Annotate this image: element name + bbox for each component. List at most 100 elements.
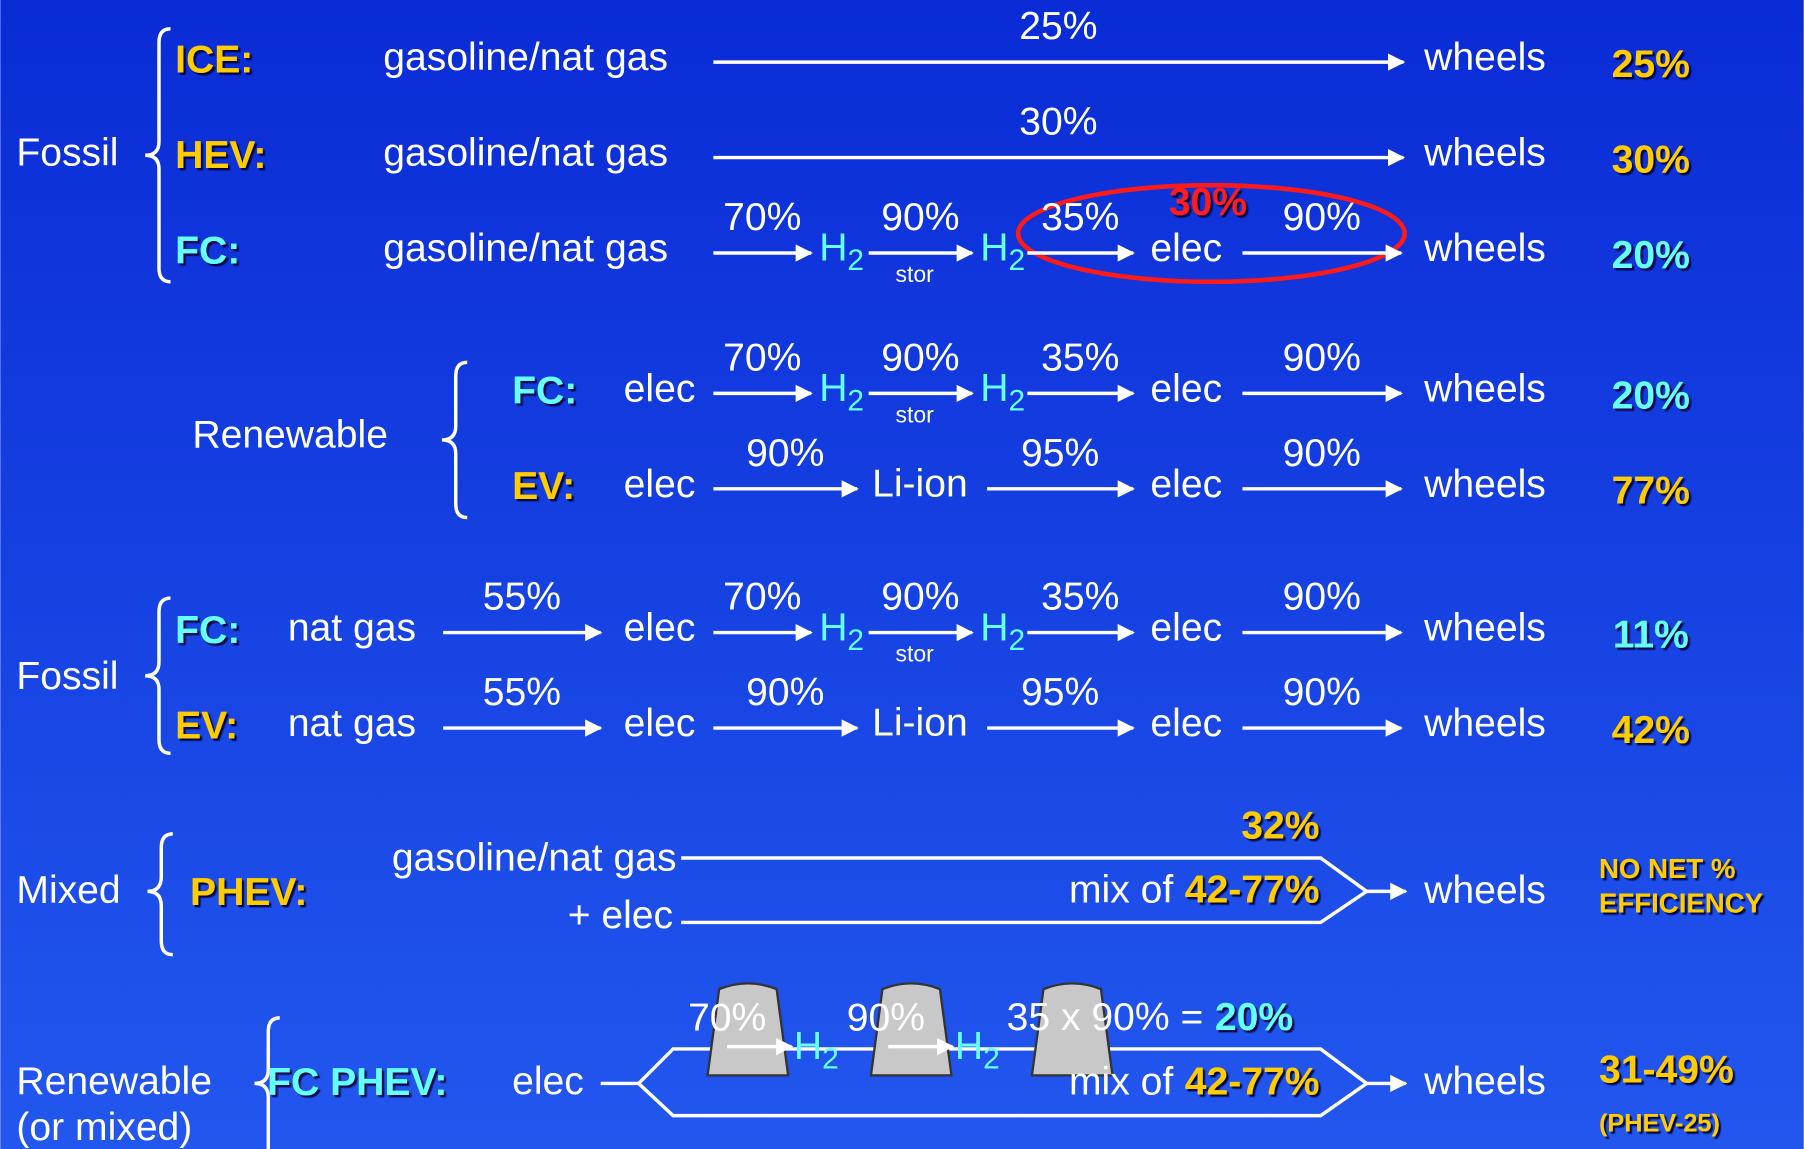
node: elec (1150, 227, 1222, 270)
group-label: Fossil (16, 655, 118, 698)
row-name: ICE: (175, 38, 253, 81)
result: 25% (1612, 43, 1690, 86)
diagram: Mixed PHEV: gasoline/nat gas + elec 32% … (0, 0, 1804, 1149)
row-name: FC: (512, 370, 577, 413)
row-name: PHEV: (190, 871, 307, 914)
node: gasoline/nat gas (383, 36, 668, 79)
arrow-label: 95% (1021, 432, 1099, 475)
page: {"groups": [ {"label": "Fossil", "rows":… (0, 0, 1804, 1149)
node: wheels (1423, 1060, 1546, 1103)
arrow-label: 55% (483, 576, 561, 619)
subscript: 2 (1008, 244, 1025, 277)
share: 32% (1241, 804, 1319, 847)
node: gasoline/nat gas (383, 132, 668, 175)
node-text: H (980, 227, 1008, 270)
subscript: 2 (847, 244, 864, 277)
arrow-note: stor (895, 261, 934, 287)
arrow-label: 70% (723, 336, 801, 379)
node: wheels (1423, 227, 1546, 270)
node: wheels (1423, 132, 1546, 175)
arrow-label: 90% (1283, 576, 1361, 619)
formula: 35 x 90% = 20% (1007, 997, 1293, 1040)
arrow-label: 55% (483, 671, 561, 714)
group-label: Fossil (16, 132, 118, 175)
group-label: Mixed (16, 869, 120, 912)
result: 20% (1612, 234, 1690, 277)
result-note: (PHEV-25) (1599, 1110, 1720, 1138)
node: elec (624, 702, 696, 745)
arrow-label: 95% (1021, 671, 1099, 714)
node: wheels (1423, 607, 1546, 650)
result: NO NET % (1599, 853, 1735, 884)
node-text: H (819, 607, 847, 650)
group-label: (or mixed) (16, 1106, 192, 1149)
node: elec (1150, 367, 1222, 410)
node: gasoline/nat gas (383, 227, 668, 270)
node: wheels (1423, 367, 1546, 410)
result: 20% (1612, 374, 1690, 417)
annotation: 30% (1169, 181, 1247, 224)
formula-result: 20% (1215, 997, 1293, 1040)
input: gasoline/nat gas (392, 837, 677, 880)
result: EFFICIENCY (1599, 887, 1763, 918)
node: wheels (1423, 869, 1546, 912)
formula-text: 35 x 90% = (1007, 997, 1204, 1040)
node-text: Li-ion (872, 463, 968, 506)
arrow-label: 25% (1019, 5, 1097, 48)
arrow-label: 90% (746, 432, 824, 475)
result: 77% (1612, 470, 1690, 513)
arrow-label: 90% (1283, 196, 1361, 239)
node-text: H (819, 367, 847, 410)
node: nat gas (288, 607, 416, 650)
arrow-label: 35% (1041, 336, 1119, 379)
subscript: 2 (983, 1042, 1000, 1075)
node: elec (1150, 607, 1222, 650)
node: elec (624, 367, 696, 410)
result: 30% (1612, 138, 1690, 181)
arrow-label: 90% (881, 336, 959, 379)
arrow-label: 90% (1283, 432, 1361, 475)
subscript: 2 (1008, 384, 1025, 417)
node: nat gas (288, 702, 416, 745)
node: Li-ion (872, 702, 968, 745)
step-label: 90% (847, 997, 925, 1040)
arrow-label: 35% (1041, 576, 1119, 619)
node-text: H (955, 1025, 983, 1068)
arrow-label: 70% (723, 196, 801, 239)
mix-range: 42-77% (1185, 869, 1320, 912)
row-name: FC: (175, 229, 240, 272)
group-label: Renewable (192, 413, 388, 456)
row-name: EV: (175, 704, 238, 747)
node-text: H (794, 1025, 822, 1068)
result: 11% (1613, 614, 1689, 657)
step-label: 70% (688, 997, 766, 1040)
arrow-label: 30% (1019, 101, 1097, 144)
subscript: 2 (847, 624, 864, 657)
node: elec (512, 1060, 584, 1103)
node: elec (624, 463, 696, 506)
arrow-label: 90% (881, 196, 959, 239)
mix-range: 42-77% (1185, 1061, 1320, 1104)
mix-text: mix of (1069, 869, 1173, 912)
node: elec (1150, 702, 1222, 745)
node: wheels (1423, 36, 1546, 79)
arrow-note: stor (895, 641, 934, 667)
subscript: 2 (847, 384, 864, 417)
node: elec (1150, 463, 1222, 506)
node-text: H (980, 607, 1008, 650)
arrow-label: 70% (723, 576, 801, 619)
node-text: H (819, 227, 847, 270)
node: elec (624, 607, 696, 650)
arrow-label: 90% (746, 671, 824, 714)
arrow-label: 35% (1041, 196, 1119, 239)
arrow-label: 90% (1283, 336, 1361, 379)
input: + elec (568, 894, 673, 937)
mix: mix of 42-77% (1069, 869, 1320, 912)
arrow-note: stor (895, 401, 934, 427)
result: 31-49% (1599, 1048, 1734, 1091)
row-name: HEV: (175, 134, 266, 177)
row-name: EV: (512, 465, 575, 508)
row-name: FC PHEV: (267, 1061, 447, 1104)
result: 42% (1612, 709, 1690, 752)
